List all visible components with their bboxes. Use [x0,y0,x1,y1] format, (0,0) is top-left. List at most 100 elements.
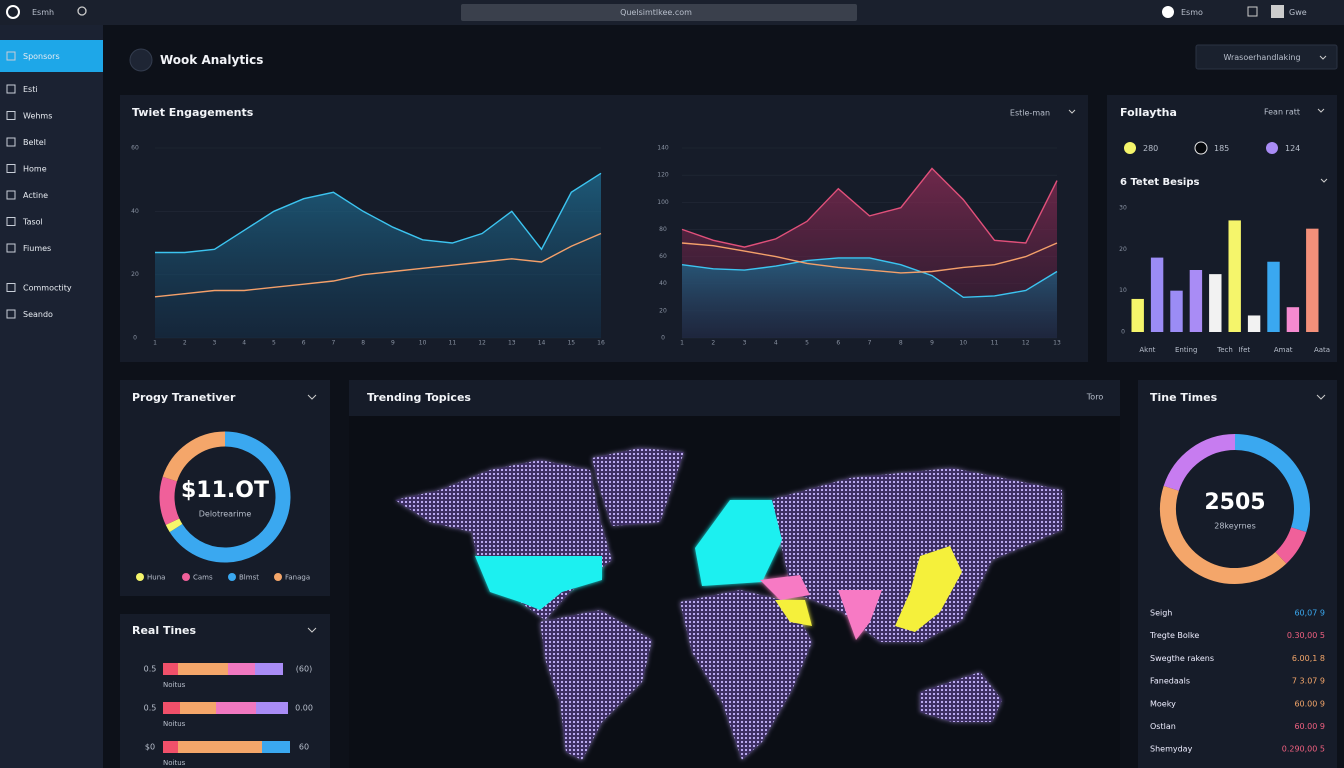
nav-icon [6,283,16,292]
x-tick-label: 11 [991,340,999,347]
nav-item[interactable]: Sponsors [23,52,60,61]
page-title: Wook Analytics [160,53,263,67]
nav-item[interactable]: Beltel [23,138,46,147]
nav-icon [6,51,16,61]
nav-item[interactable]: Commoctity [23,284,72,293]
row-value: 0.00 [295,704,313,713]
list-label: Shemyday [1150,745,1193,754]
panel-title: Twiet Engagements [132,106,254,119]
bar [1209,274,1222,332]
legend-dot [274,573,282,581]
chevron [1316,394,1326,400]
nav-item[interactable]: Seando [23,310,53,319]
legend-dot [228,573,236,581]
row-label: 0.5 [144,704,157,713]
donut-segment [165,518,183,533]
panel-button[interactable]: Toro [1086,393,1104,402]
y-tick-label: 140 [657,145,669,152]
y-tick-label: 20 [1119,246,1127,253]
nav-item[interactable]: Tasol [22,218,43,227]
active-item[interactable] [0,40,103,72]
x-tick-label: 14 [538,340,546,347]
chevron [1320,178,1328,183]
y-tick-label: 40 [131,208,139,215]
legend-dot [1266,142,1278,154]
row-sub: Noitus [163,720,186,728]
brand: Esmh [32,8,54,17]
nav-item[interactable]: Home [23,165,47,174]
y-tick-label: 0 [661,335,665,342]
dropdown-label: Wrasoerhandlaking [1223,53,1300,62]
panel-dropdown[interactable]: Estle-man [1010,109,1050,118]
profile-icon[interactable] [1271,5,1284,18]
y-tick-label: 60 [131,145,139,152]
x-tick-label: 9 [930,340,934,347]
search-icon[interactable] [77,6,87,16]
bar-segment [178,663,228,675]
nav-icon [6,84,16,94]
highlight-region [475,556,602,610]
list-value: 60.00 9 [1294,699,1325,708]
panel-title: Follaytha [1120,106,1177,119]
dropdown[interactable] [1195,44,1338,70]
highlight-region [895,546,962,632]
bar-segment [228,663,255,675]
y-tick-label: 20 [659,307,667,314]
x-tick-label: 3 [213,340,217,347]
list-label: Ostlan [1150,722,1176,731]
donut-center: 2505 [1204,490,1265,515]
x-tick-label: 1 [680,340,684,347]
panel-dropdown[interactable]: Fean ratt [1264,108,1300,117]
nav-item[interactable]: Esti [23,85,38,94]
y-tick-label: 60 [659,253,667,260]
donut-center: $11.OT [181,478,269,503]
bar [1306,228,1319,332]
line [681,257,1058,299]
donut-segment [162,431,226,482]
bar-segment [180,702,216,714]
icon[interactable] [1247,6,1258,17]
logo [6,5,20,19]
chevron [1319,55,1327,60]
bar [1131,298,1144,332]
line [155,172,602,254]
panel-title: Tine Times [1150,391,1218,404]
continent [592,448,684,526]
url-bar[interactable] [461,4,857,21]
x-tick-label: 12 [478,340,486,347]
line [681,242,1058,274]
y-tick-label: 0 [1121,329,1125,336]
x-tick-label: 16 [597,340,605,347]
x-tick-label: 2 [711,340,715,347]
legend-label: Fanaga [285,574,310,582]
row-value: (60) [296,665,312,674]
x-tick-label: 3 [743,340,747,347]
y-tick-label: 80 [659,226,667,233]
line [154,232,602,298]
bar [1170,290,1183,332]
y-tick-label: 20 [131,271,139,278]
donut-segment [159,476,180,525]
user-avatar[interactable] [1162,6,1174,18]
list-value: 60,07 9 [1294,609,1325,618]
nav-item[interactable]: Fiumes [23,244,51,253]
x-tick-label: 8 [361,340,365,347]
bar-segment [163,741,178,753]
x-tick-label: 7 [868,340,872,347]
sidebar [0,25,103,768]
x-tick-label: 10 [419,340,427,347]
area [155,173,601,338]
nav-item[interactable]: Wehms [23,112,52,121]
panel-title: Progy Tranetiver [132,391,236,404]
legend-dot [182,573,190,581]
panel-header [349,380,1120,416]
nav-icon [6,190,16,200]
nav-item[interactable]: Actine [23,191,48,200]
nav-icon [6,309,16,319]
x-tick-label: 4 [774,340,778,347]
bar-segment [178,741,262,753]
list-value: 0.30,00 5 [1287,631,1325,640]
chevron [1317,108,1325,113]
list-value: 0.290,00 5 [1282,745,1325,754]
